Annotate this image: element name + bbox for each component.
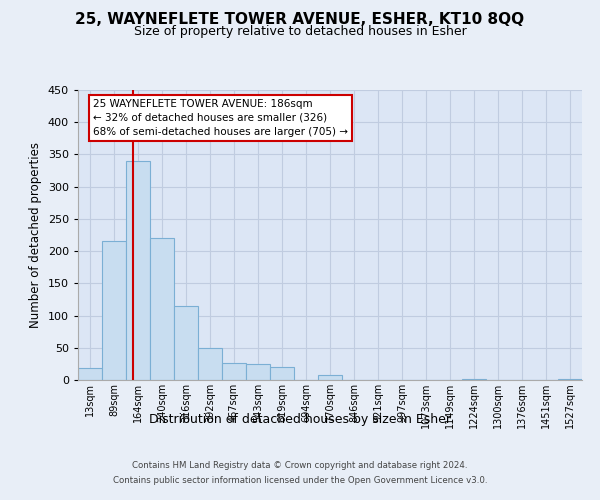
Text: 25, WAYNEFLETE TOWER AVENUE, ESHER, KT10 8QQ: 25, WAYNEFLETE TOWER AVENUE, ESHER, KT10…: [76, 12, 524, 28]
Bar: [222, 363, 246, 380]
Bar: [462, 378, 486, 380]
Bar: [150, 238, 174, 380]
Bar: [270, 367, 294, 380]
Text: 25 WAYNEFLETE TOWER AVENUE: 186sqm
← 32% of detached houses are smaller (326)
68: 25 WAYNEFLETE TOWER AVENUE: 186sqm ← 32%…: [93, 98, 348, 136]
Bar: [198, 348, 222, 380]
Text: Distribution of detached houses by size in Esher: Distribution of detached houses by size …: [149, 412, 451, 426]
Bar: [78, 368, 102, 380]
Text: Size of property relative to detached houses in Esher: Size of property relative to detached ho…: [134, 25, 466, 38]
Bar: [102, 242, 126, 380]
Bar: [246, 364, 270, 380]
Bar: [174, 306, 198, 380]
Bar: [126, 161, 150, 380]
Bar: [318, 375, 342, 380]
Text: Contains public sector information licensed under the Open Government Licence v3: Contains public sector information licen…: [113, 476, 487, 485]
Y-axis label: Number of detached properties: Number of detached properties: [29, 142, 42, 328]
Text: Contains HM Land Registry data © Crown copyright and database right 2024.: Contains HM Land Registry data © Crown c…: [132, 461, 468, 470]
Bar: [558, 378, 582, 380]
